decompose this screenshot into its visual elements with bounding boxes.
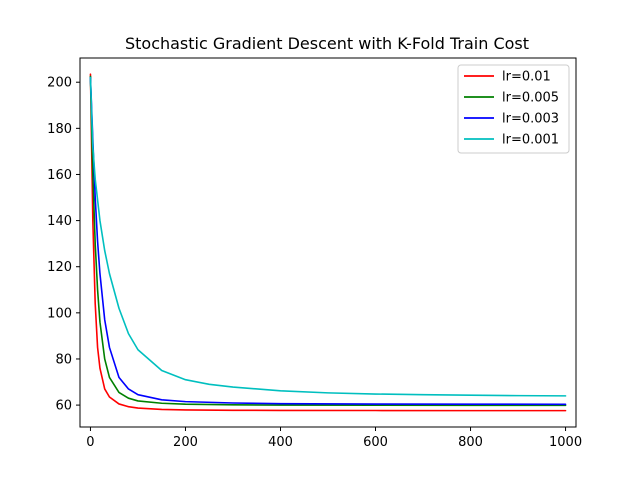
y-axis: 60 80 100 120 140 160 180 200 <box>47 76 80 414</box>
y-tick-label: 160 <box>47 168 72 183</box>
chart-title: Stochastic Gradient Descent with K-Fold … <box>125 34 529 53</box>
y-tick-label: 120 <box>47 260 72 275</box>
plot-area-frame <box>79 57 577 428</box>
y-tick-label: 180 <box>47 122 72 137</box>
legend: lr=0.01 lr=0.005 lr=0.003 lr=0.001 <box>457 64 570 154</box>
x-tick-label: 400 <box>268 435 293 450</box>
series-line-3 <box>89 76 567 406</box>
series-line-1 <box>89 73 567 412</box>
x-tick-label: 0 <box>86 435 94 450</box>
x-axis: 0 200 400 600 800 1000 <box>86 427 582 450</box>
y-tick-label: 100 <box>47 306 72 321</box>
y-tick-label: 200 <box>47 76 72 91</box>
x-tick-label: 200 <box>173 435 198 450</box>
x-tick-label: 800 <box>458 435 483 450</box>
x-tick-label: 1000 <box>549 435 582 450</box>
series-layer <box>89 73 567 412</box>
y-tick-label: 140 <box>47 214 72 229</box>
legend-label-1: lr=0.01 <box>502 70 551 85</box>
legend-label-2: lr=0.005 <box>502 91 559 106</box>
y-tick-label: 80 <box>55 352 72 367</box>
series-line-4 <box>89 76 567 397</box>
series-line-2 <box>89 75 567 407</box>
legend-label-3: lr=0.003 <box>502 112 559 127</box>
legend-frame <box>457 64 570 154</box>
legend-label-4: lr=0.001 <box>502 133 559 148</box>
x-tick-label: 600 <box>363 435 388 450</box>
y-tick-label: 60 <box>55 399 72 414</box>
